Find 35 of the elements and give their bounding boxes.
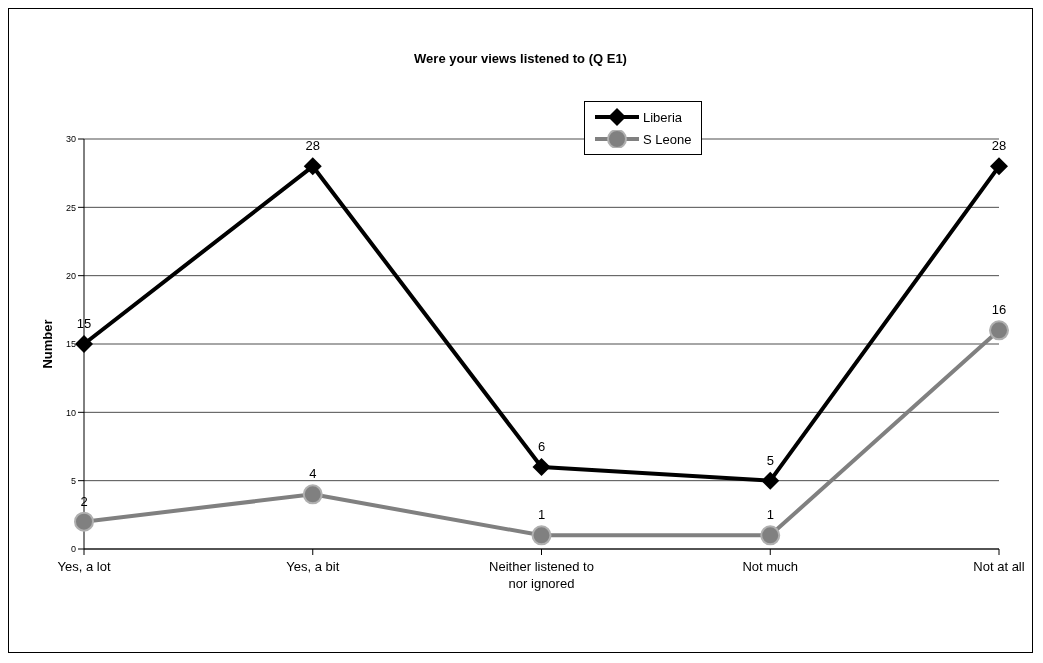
data-label: 28 <box>991 138 1007 154</box>
x-tick-label: Yes, a lot <box>57 559 111 574</box>
y-tick-label: 20 <box>65 270 76 281</box>
point <box>990 157 1008 176</box>
x-tick-label: Neither listened to nor ignored <box>489 559 594 591</box>
point <box>760 525 781 546</box>
y-tick-label: 5 <box>70 475 76 486</box>
point <box>989 320 1009 341</box>
y-tick-label: 10 <box>65 407 76 418</box>
y-tick-label: 15 <box>65 339 76 350</box>
data-label: 1 <box>766 507 774 523</box>
data-label: 6 <box>537 439 546 454</box>
point <box>531 525 552 546</box>
x-tick-label: Yes, a bit <box>286 559 340 574</box>
data-label: 28 <box>305 138 320 154</box>
point <box>302 484 323 505</box>
data-label: 16 <box>991 302 1007 318</box>
data-label: 4 <box>309 466 317 482</box>
x-tick-label: Not much <box>742 559 799 574</box>
data-label: 5 <box>766 452 774 468</box>
legend-label: Liberia <box>643 109 683 125</box>
y-tick-label: 0 <box>70 544 76 555</box>
point <box>761 471 780 490</box>
point <box>532 458 551 476</box>
data-label: 2 <box>80 493 88 509</box>
x-tick-label: Not at all <box>973 559 1025 574</box>
point <box>75 335 93 353</box>
y-tick-label: 25 <box>65 202 76 213</box>
y-tick-label: 30 <box>65 134 76 145</box>
y-axis-title: Number <box>39 319 55 369</box>
point <box>303 157 322 176</box>
chart-title: Were your views listened to (Q E1) <box>413 51 628 66</box>
data-label: 1 <box>537 507 546 523</box>
point <box>74 511 94 532</box>
legend-label: S Leone <box>643 131 692 147</box>
